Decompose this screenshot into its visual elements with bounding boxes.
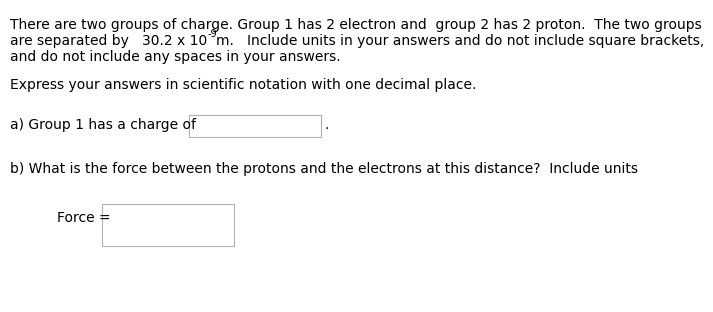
Bar — [189, 115, 321, 137]
Text: m.   Include units in your answers and do not include square brackets,: m. Include units in your answers and do … — [216, 34, 704, 48]
Text: are separated by   30.2 x 10: are separated by 30.2 x 10 — [10, 34, 207, 48]
Text: b) What is the force between the protons and the electrons at this distance?  In: b) What is the force between the protons… — [10, 162, 638, 176]
Bar — [102, 204, 234, 246]
Text: Force =: Force = — [57, 211, 111, 225]
Text: Express your answers in scientific notation with one decimal place.: Express your answers in scientific notat… — [10, 78, 476, 92]
Text: a) Group 1 has a charge of: a) Group 1 has a charge of — [10, 118, 196, 132]
Text: .: . — [325, 118, 329, 132]
Text: There are two groups of charge. Group 1 has 2 electron and  group 2 has 2 proton: There are two groups of charge. Group 1 … — [10, 18, 702, 32]
Text: -9: -9 — [207, 29, 217, 39]
Text: and do not include any spaces in your answers.: and do not include any spaces in your an… — [10, 50, 341, 64]
